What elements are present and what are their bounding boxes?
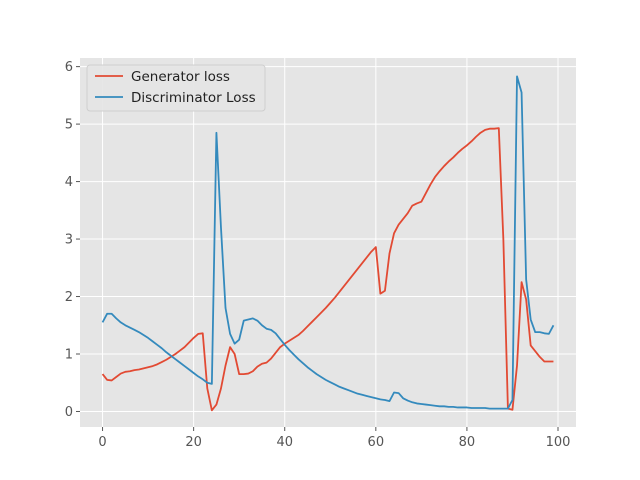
x-axis: 0 20 40 60 80 100 [98, 427, 570, 450]
x-tick-label: 60 [368, 435, 385, 450]
y-tick-label: 0 [65, 405, 73, 420]
legend: Generator loss Discriminator Loss [86, 64, 266, 112]
y-tick-label: 1 [65, 348, 73, 363]
x-tick-label: 80 [459, 435, 476, 450]
y-tick-label: 2 [65, 290, 73, 305]
legend-box [86, 64, 266, 112]
x-tick-label: 0 [98, 435, 106, 450]
legend-label-generator: Generator loss [131, 69, 230, 85]
series-lines [101, 75, 555, 412]
discriminator-loss-line [101, 75, 555, 410]
x-tick-label: 40 [276, 435, 293, 450]
x-tick-label: 100 [546, 435, 571, 450]
legend-label-discriminator: Discriminator Loss [131, 90, 256, 106]
y-tick-label: 5 [65, 118, 73, 133]
generator-loss-line [101, 127, 554, 412]
y-axis: 0 1 2 3 4 5 6 [65, 60, 80, 420]
y-tick-label: 4 [65, 175, 73, 190]
y-tick-label: 3 [65, 233, 73, 248]
y-tick-label: 6 [65, 60, 73, 75]
x-tick-label: 20 [185, 435, 202, 450]
plot-area [80, 58, 576, 427]
grid [80, 58, 576, 427]
